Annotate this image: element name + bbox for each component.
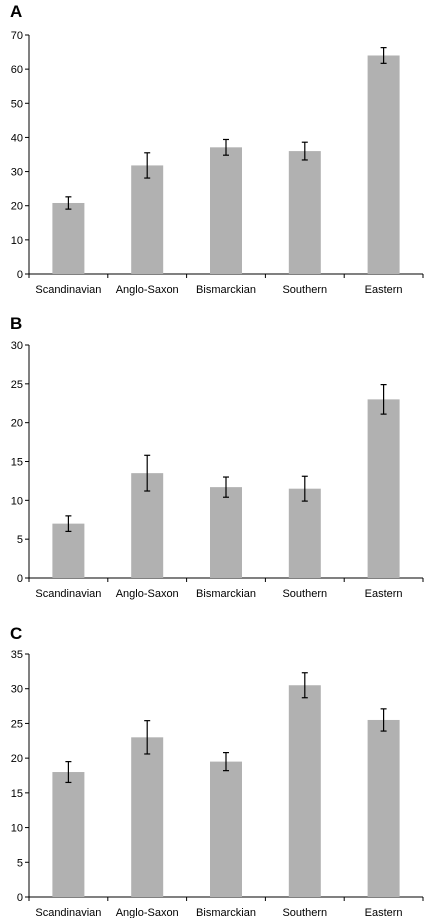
- x-category-label: Southern: [282, 907, 327, 918]
- bar-chart-a: 0 10 20 30 40 50 60 70 Scandinavian Anglo-Saxon Bi…: [11, 30, 424, 296]
- panel-label: B: [10, 314, 23, 333]
- x-category-label: Anglo-Saxon: [116, 284, 179, 296]
- bar: [367, 55, 400, 274]
- bar: [52, 202, 85, 274]
- x-category-label: Bismarckian: [196, 284, 256, 296]
- bar: [288, 685, 321, 897]
- y-tick-label: 35: [11, 649, 23, 661]
- y-tick-label: 25: [11, 379, 23, 391]
- x-category-label: Anglo-Saxon: [116, 588, 179, 600]
- y-tick-label: 20: [11, 418, 23, 430]
- bar: [367, 399, 400, 578]
- chart-panel-b: B 0 5 10 15 20 25 30 Scandinavian Anglo-Saxon Bis…: [0, 314, 424, 606]
- x-category-label: Eastern: [365, 284, 403, 296]
- bar: [210, 147, 242, 274]
- y-tick-label: 25: [11, 718, 23, 730]
- y-tick-label: 20: [11, 201, 23, 213]
- bar: [210, 487, 242, 578]
- y-tick-label: 0: [17, 892, 23, 904]
- bar: [367, 719, 400, 897]
- y-tick-label: 60: [11, 64, 23, 76]
- x-category-label: Anglo-Saxon: [116, 907, 179, 918]
- y-tick-label: 15: [11, 457, 23, 469]
- x-category-label: Scandinavian: [35, 907, 101, 918]
- chart-panel-a: A 0 10 20 30 40 50 60 70 Scandinavian Anglo-Saxon…: [0, 2, 424, 302]
- bar: [288, 488, 321, 578]
- x-category-label: Bismarckian: [196, 588, 256, 600]
- bar: [52, 772, 85, 897]
- bar: [288, 151, 321, 274]
- y-tick-label: 40: [11, 132, 23, 144]
- y-tick-label: 30: [11, 167, 23, 179]
- x-category-label: Scandinavian: [35, 284, 101, 296]
- x-category-label: Eastern: [365, 907, 403, 918]
- x-category-label: Southern: [282, 284, 327, 296]
- y-tick-label: 15: [11, 788, 23, 800]
- panel-label: A: [10, 2, 23, 21]
- y-tick-label: 10: [11, 823, 23, 835]
- y-tick-label: 50: [11, 98, 23, 110]
- y-tick-label: 70: [11, 30, 23, 42]
- y-tick-label: 30: [11, 684, 23, 696]
- y-tick-label: 5: [17, 534, 23, 546]
- y-tick-label: 10: [11, 235, 23, 247]
- y-tick-label: 0: [17, 573, 23, 585]
- y-tick-label: 0: [17, 269, 23, 281]
- x-category-label: Eastern: [365, 588, 403, 600]
- bar-chart-c: 0 5 10 15 20 25 30 35 Scandinavian Anglo-Saxon Bis…: [11, 649, 424, 918]
- bar: [131, 165, 164, 274]
- y-tick-label: 20: [11, 753, 23, 765]
- y-tick-label: 5: [17, 857, 23, 869]
- chart-panel-c: C 0 5 10 15 20 25 30 35 Scandinavian Anglo-Saxon B…: [0, 624, 424, 918]
- bar: [52, 523, 85, 578]
- bar-chart-b: 0 5 10 15 20 25 30 Scandinavian Anglo-Saxon Bisma…: [11, 340, 424, 600]
- bar: [210, 761, 242, 897]
- y-tick-label: 10: [11, 495, 23, 507]
- y-tick-label: 30: [11, 340, 23, 352]
- panel-label: C: [10, 624, 23, 643]
- x-category-label: Southern: [282, 588, 327, 600]
- x-category-label: Scandinavian: [35, 588, 101, 600]
- x-category-label: Bismarckian: [196, 907, 256, 918]
- bar: [131, 737, 164, 897]
